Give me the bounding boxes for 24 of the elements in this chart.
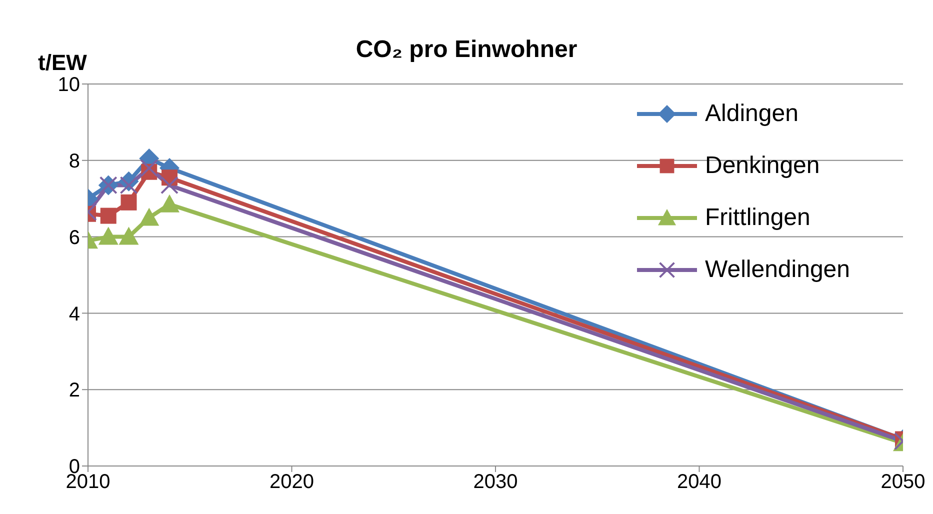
point	[160, 176, 178, 194]
x-tick-label: 2020	[270, 471, 314, 494]
y-tick-label: 10	[58, 74, 80, 96]
point	[140, 159, 158, 178]
point	[118, 226, 139, 245]
point	[120, 194, 137, 210]
y-tick-label: 6	[68, 226, 80, 249]
legend-label: Denkingen	[705, 152, 820, 180]
legend-label: Aldingen	[705, 100, 798, 128]
x-tick-label: 2050	[880, 471, 926, 494]
y-tick-label: 8	[68, 150, 80, 172]
legend-label: Frittlingen	[705, 204, 810, 232]
legend-label: Wellendingen	[705, 256, 850, 284]
point	[139, 208, 160, 226]
chart-title: CO₂ pro Einwohner	[356, 36, 578, 63]
y-tick-label: 4	[68, 303, 80, 326]
y-axis-title: t/EW	[38, 50, 87, 76]
x-tick-label: 2040	[677, 471, 722, 494]
point	[120, 176, 138, 194]
x-tick-label: 2030	[473, 471, 518, 494]
point	[160, 194, 180, 212]
y-tick-label: 2	[68, 380, 80, 402]
point	[100, 208, 116, 224]
point	[98, 226, 118, 245]
